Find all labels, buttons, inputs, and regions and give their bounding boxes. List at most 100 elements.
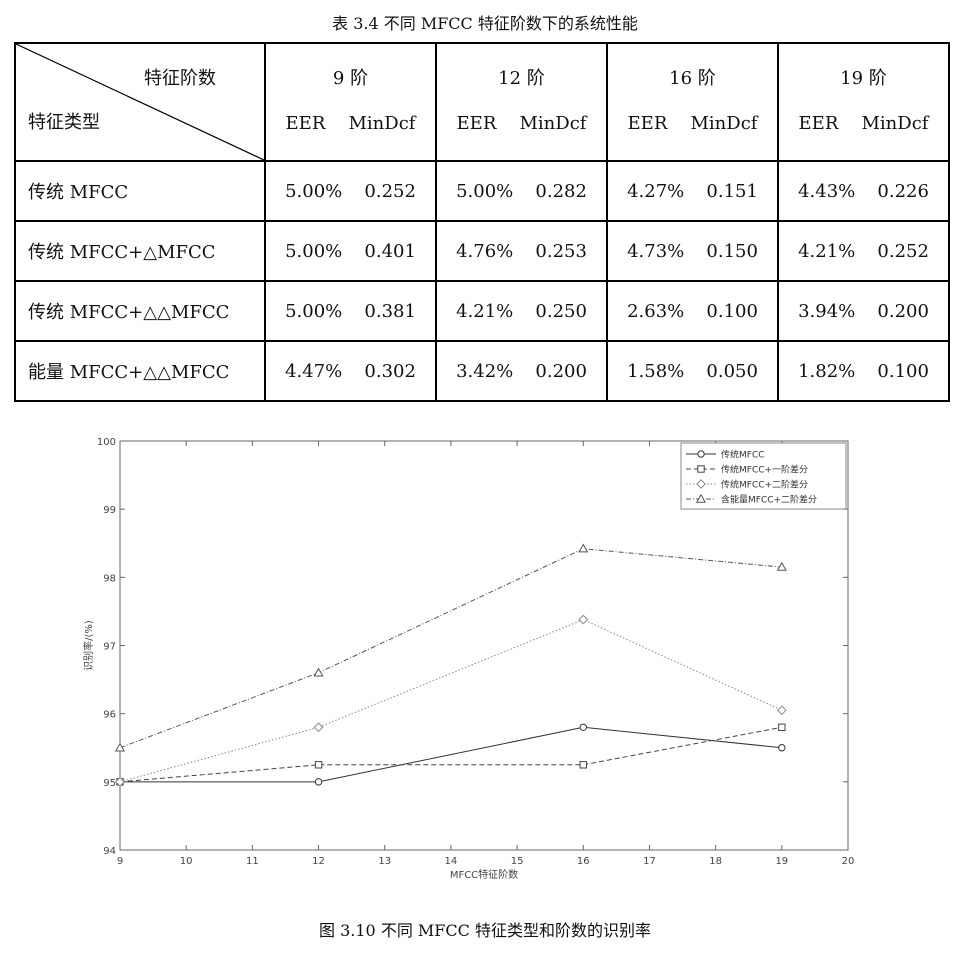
x-axis-label: MFCC特征阶数: [450, 868, 518, 881]
value-cell: 4.47% 0.302: [265, 341, 436, 401]
eer-value: 5.00%: [285, 241, 342, 262]
order-label: 16 阶: [608, 64, 777, 90]
data-point: [580, 724, 586, 730]
value-cell: 1.58% 0.050: [607, 341, 778, 401]
x-tick-label: 15: [511, 856, 524, 867]
value-cell: 4.21% 0.250: [436, 281, 607, 341]
legend-entry: 含能量MFCC+二阶差分: [721, 494, 817, 506]
x-tick-label: 12: [312, 856, 325, 867]
eer-value: 2.63%: [627, 301, 684, 322]
performance-table: 特征阶数 特征类型 9 阶 EER MinDcf 12 阶 EER MinDcf 1…: [14, 42, 950, 402]
mindcf-value: 0.100: [877, 361, 929, 382]
mindcf-value: 0.050: [706, 361, 758, 382]
order-label: 12 阶: [437, 64, 606, 90]
mindcf-value: 0.282: [535, 181, 587, 202]
mindcf-value: 0.252: [364, 181, 416, 202]
eer-value: 4.47%: [285, 361, 342, 382]
order-label: 9 阶: [266, 64, 435, 90]
order-header-9: 9 阶 EER MinDcf: [265, 43, 436, 161]
eer-value: 4.21%: [798, 241, 855, 262]
row-label: 传统 MFCC+△△MFCC: [15, 281, 265, 341]
mindcf-value: 0.381: [364, 301, 416, 322]
value-cell: 4.43% 0.226: [778, 161, 949, 221]
x-tick-label: 20: [842, 856, 855, 867]
table-header-row: 特征阶数 特征类型 9 阶 EER MinDcf 12 阶 EER MinDcf 1…: [15, 43, 949, 161]
eer-value: 4.27%: [627, 181, 684, 202]
value-cell: 4.21% 0.252: [778, 221, 949, 281]
mindcf-value: 0.226: [877, 181, 929, 202]
eer-value: 5.00%: [285, 301, 342, 322]
order-header-16: 16 阶 EER MinDcf: [607, 43, 778, 161]
value-cell: 5.00% 0.381: [265, 281, 436, 341]
eer-value: 5.00%: [285, 181, 342, 202]
data-point: [778, 706, 786, 714]
data-point: [579, 615, 587, 623]
mindcf-header: MinDcf: [519, 113, 586, 134]
value-cell: 4.76% 0.253: [436, 221, 607, 281]
corner-label-type: 特征类型: [28, 108, 100, 134]
x-tick-label: 13: [378, 856, 391, 867]
diagonal-line: [16, 44, 264, 160]
order-header-19: 19 阶 EER MinDcf: [778, 43, 949, 161]
y-tick-label: 98: [103, 573, 116, 584]
x-tick-label: 11: [246, 856, 259, 867]
x-tick-label: 16: [577, 856, 590, 867]
y-tick-label: 95: [103, 778, 116, 789]
diagonal-header-cell: 特征阶数 特征类型: [15, 43, 265, 161]
x-tick-label: 10: [180, 856, 193, 867]
x-tick-label: 19: [775, 856, 788, 867]
figure-caption: 图 3.10 不同 MFCC 特征类型和阶数的识别率: [0, 917, 970, 941]
mindcf-value: 0.401: [364, 241, 416, 262]
value-cell: 2.63% 0.100: [607, 281, 778, 341]
legend-entry: 传统MFCC+一阶差分: [721, 464, 808, 476]
data-point: [116, 744, 124, 751]
mindcf-value: 0.100: [706, 301, 758, 322]
table-row: 传统 MFCC+△MFCC 5.00% 0.401 4.76% 0.253 4.73% 0.…: [15, 221, 949, 281]
table-row: 能量 MFCC+△△MFCC 4.47% 0.302 3.42% 0.200 1.58% 0…: [15, 341, 949, 401]
row-label: 传统 MFCC: [15, 161, 265, 221]
data-point: [698, 466, 704, 472]
value-cell: 5.00% 0.282: [436, 161, 607, 221]
y-tick-label: 99: [103, 505, 116, 516]
y-tick-label: 96: [103, 710, 116, 721]
mindcf-value: 0.253: [535, 241, 587, 262]
eer-value: 3.42%: [456, 361, 513, 382]
mindcf-value: 0.250: [535, 301, 587, 322]
table-row: 传统 MFCC+△△MFCC 5.00% 0.381 4.21% 0.250 2.63% 0…: [15, 281, 949, 341]
eer-value: 1.58%: [627, 361, 684, 382]
data-point: [779, 745, 785, 751]
y-tick-label: 94: [103, 846, 116, 857]
corner-label-order: 特征阶数: [144, 64, 216, 90]
mindcf-header: MinDcf: [348, 113, 415, 134]
x-tick-label: 9: [117, 856, 123, 867]
table-caption: 表 3.4 不同 MFCC 特征阶数下的系统性能: [0, 10, 970, 34]
mindcf-header: MinDcf: [690, 113, 757, 134]
value-cell: 1.82% 0.100: [778, 341, 949, 401]
eer-header: EER: [799, 113, 839, 134]
row-label: 传统 MFCC+△MFCC: [15, 221, 265, 281]
value-cell: 5.00% 0.252: [265, 161, 436, 221]
series-line: [116, 545, 786, 751]
eer-value: 4.43%: [798, 181, 855, 202]
eer-value: 4.76%: [456, 241, 513, 262]
eer-value: 3.94%: [798, 301, 855, 322]
data-point: [314, 723, 322, 731]
data-point: [314, 669, 322, 676]
legend-entry: 传统MFCC: [721, 449, 765, 461]
table-row: 传统 MFCC 5.00% 0.252 5.00% 0.282 4.27% 0.151 4.4…: [15, 161, 949, 221]
eer-header: EER: [286, 113, 326, 134]
y-axis-label: 识别率/(%): [82, 620, 95, 671]
order-label: 19 阶: [779, 64, 948, 90]
series-path: [120, 620, 782, 782]
eer-value: 5.00%: [456, 181, 513, 202]
x-tick-label: 18: [709, 856, 722, 867]
row-label: 能量 MFCC+△△MFCC: [15, 341, 265, 401]
mindcf-value: 0.150: [706, 241, 758, 262]
series-path: [120, 549, 782, 748]
eer-value: 4.73%: [627, 241, 684, 262]
eer-value: 1.82%: [798, 361, 855, 382]
mindcf-value: 0.200: [535, 361, 587, 382]
data-point: [579, 545, 587, 552]
value-cell: 3.42% 0.200: [436, 341, 607, 401]
legend: 传统MFCC传统MFCC+一阶差分传统MFCC+二阶差分含能量MFCC+二阶差分: [681, 443, 846, 509]
